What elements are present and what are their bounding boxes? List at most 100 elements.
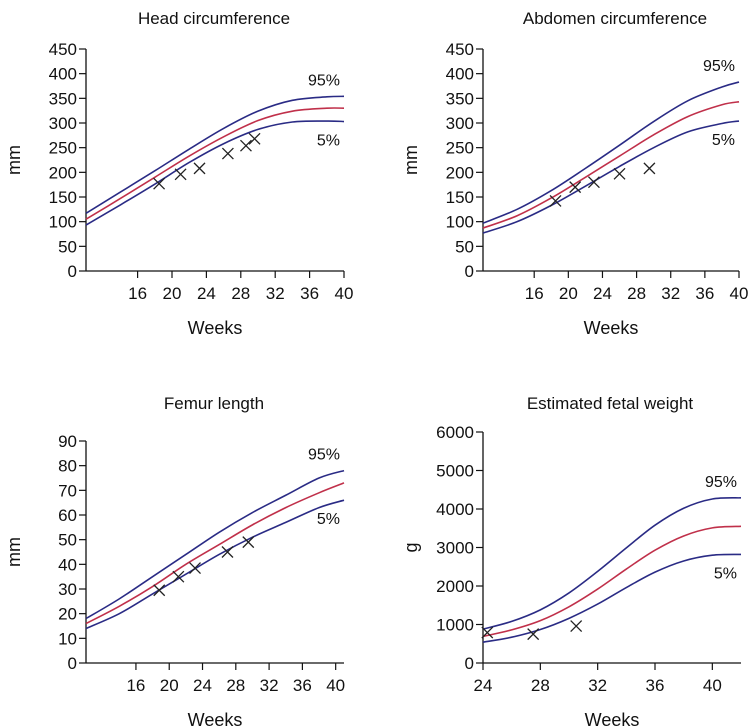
x-tick-label: 28 — [226, 676, 245, 695]
chart-panel: Femur length 0 10 20 30 40 50 60 70 80 90 16 20 24 28 3… — [4, 394, 345, 728]
x-tick-label: 36 — [646, 676, 665, 695]
p5-label: 5% — [317, 511, 340, 528]
p5-curve — [85, 120, 345, 226]
median-curve — [482, 525, 742, 638]
p95-curve — [482, 81, 740, 224]
x-tick-label: 16 — [128, 284, 147, 303]
y-tick-label: 150 — [49, 188, 77, 207]
y-tick-label: 1000 — [436, 616, 474, 635]
p95-label: 95% — [308, 447, 340, 464]
x-tick-label: 24 — [197, 284, 216, 303]
measurement-marker — [481, 626, 494, 639]
y-tick-label: 50 — [58, 531, 77, 550]
chart-title: Abdomen circumference — [523, 9, 707, 28]
chart-panel: Head circumference 0 50 100 150 200 250 300 350 4… — [4, 9, 353, 338]
y-tick-label: 50 — [58, 237, 77, 256]
measurement-marker — [153, 177, 166, 190]
x-tick-label: 32 — [266, 284, 285, 303]
y-axis-title: mm — [4, 145, 24, 175]
y-tick-label: 250 — [49, 139, 77, 158]
p5-curve — [85, 499, 345, 630]
measurement-marker — [643, 162, 656, 175]
x-axis-title: Weeks — [585, 710, 640, 728]
x-axis-title: Weeks — [584, 318, 639, 338]
y-tick-label: 2000 — [436, 577, 474, 596]
p95-label: 95% — [308, 72, 340, 89]
p5-label: 5% — [714, 565, 737, 582]
y-tick-label: 300 — [446, 114, 474, 133]
chart-title: Femur length — [164, 394, 264, 413]
measurement-marker — [587, 176, 600, 189]
p5-label: 5% — [317, 133, 340, 150]
measurement-marker — [527, 628, 540, 641]
y-tick-label: 3000 — [436, 539, 474, 558]
chart-panel: Estimated fetal weight 0 1000 2000 3000 4000 5… — [401, 394, 742, 728]
p5-curve — [482, 120, 740, 234]
y-tick-label: 4000 — [436, 500, 474, 519]
p95-label: 95% — [703, 58, 735, 75]
x-tick-label: 20 — [559, 284, 578, 303]
measurement-marker — [153, 584, 166, 597]
p95-curve — [85, 469, 345, 620]
x-tick-label: 32 — [661, 284, 680, 303]
y-tick-label: 40 — [58, 555, 77, 574]
y-tick-label: 0 — [465, 654, 474, 673]
measurement-marker — [221, 147, 234, 160]
x-tick-label: 16 — [525, 284, 544, 303]
measurement-marker — [549, 194, 562, 207]
measurement-marker — [570, 620, 583, 632]
x-tick-label: 40 — [326, 676, 345, 695]
y-tick-label: 350 — [49, 89, 77, 108]
x-tick-label: 40 — [703, 676, 722, 695]
x-tick-label: 36 — [300, 284, 319, 303]
y-tick-label: 400 — [49, 65, 77, 84]
x-axis-title: Weeks — [188, 710, 243, 728]
p95-curve — [482, 497, 742, 630]
y-tick-label: 100 — [49, 213, 77, 232]
median-curve — [85, 482, 345, 625]
measurement-marker — [172, 570, 185, 583]
y-axis-title: g — [401, 542, 421, 552]
y-tick-label: 50 — [455, 237, 474, 256]
x-tick-label: 32 — [588, 676, 607, 695]
y-tick-label: 450 — [49, 40, 77, 59]
x-tick-label: 24 — [593, 284, 612, 303]
x-tick-label: 28 — [627, 284, 646, 303]
y-tick-label: 0 — [68, 262, 77, 281]
measurement-marker — [174, 168, 187, 181]
y-tick-label: 250 — [446, 139, 474, 158]
y-axis-title: mm — [4, 537, 24, 567]
y-tick-label: 10 — [58, 629, 77, 648]
median-curve — [85, 107, 345, 220]
measurement-marker — [242, 536, 255, 549]
y-tick-label: 200 — [49, 163, 77, 182]
y-tick-label: 60 — [58, 506, 77, 525]
y-tick-label: 0 — [68, 654, 77, 673]
p5-curve — [482, 553, 742, 643]
x-tick-label: 40 — [335, 284, 354, 303]
p95-label: 95% — [705, 474, 737, 491]
x-tick-label: 24 — [474, 676, 493, 695]
x-tick-label: 36 — [695, 284, 714, 303]
x-tick-label: 20 — [163, 284, 182, 303]
y-tick-label: 400 — [446, 65, 474, 84]
chart-title: Head circumference — [138, 9, 290, 28]
y-tick-label: 70 — [58, 481, 77, 500]
measurement-marker — [221, 546, 234, 558]
p95-curve — [85, 95, 345, 214]
measurement-marker — [248, 132, 261, 145]
x-tick-label: 24 — [193, 676, 212, 695]
y-tick-label: 200 — [446, 163, 474, 182]
y-tick-label: 300 — [49, 114, 77, 133]
p5-label: 5% — [712, 132, 735, 149]
x-tick-label: 32 — [260, 676, 279, 695]
y-tick-label: 0 — [465, 262, 474, 281]
x-tick-label: 40 — [730, 284, 749, 303]
y-tick-label: 30 — [58, 580, 77, 599]
y-axis-title: mm — [401, 145, 421, 175]
y-tick-label: 350 — [446, 89, 474, 108]
y-tick-label: 6000 — [436, 423, 474, 442]
x-tick-label: 28 — [531, 676, 550, 695]
y-tick-label: 20 — [58, 605, 77, 624]
